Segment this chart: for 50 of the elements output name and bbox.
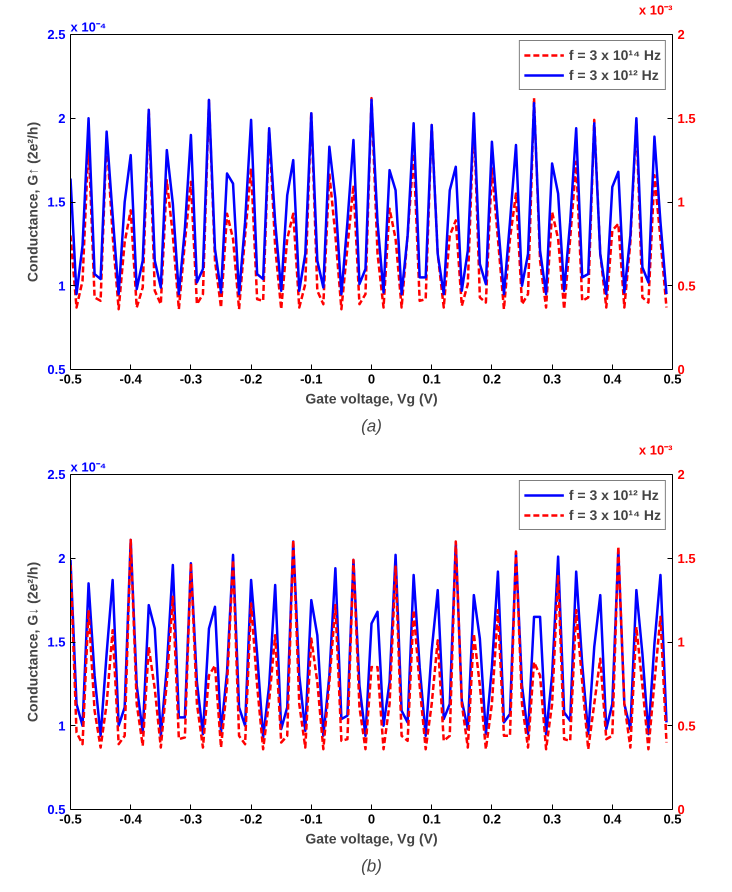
x-tick-label: 0.4: [603, 812, 622, 826]
text: x 10⁻³: [638, 442, 674, 458]
y2-tick-label: 0: [678, 802, 685, 817]
x-tick-label: -0.1: [300, 812, 323, 826]
y-tick-label: 2.5: [47, 27, 66, 42]
x-tick-label: -0.4: [120, 372, 143, 386]
x-tick-label: 0: [368, 812, 376, 826]
legend-label: f = 3 x 10¹⁴ Hz: [568, 507, 661, 523]
x-axis-title: Gate voltage, Vg (V): [305, 390, 438, 406]
y-tick-label: 1: [58, 718, 66, 734]
y-axis-title: Conductance, G↑ (2e²/h): [24, 122, 40, 282]
x-tick-label: 0: [368, 372, 376, 386]
y2-tick-label: 0.5: [678, 718, 696, 734]
text: x 10⁻⁴: [70, 20, 106, 34]
x-tick-label: -0.2: [240, 372, 262, 386]
y-tick-label: 1: [58, 278, 66, 294]
x-tick-label: -0.2: [240, 812, 262, 826]
x-tick-label: 0.3: [543, 812, 562, 826]
text: x 10⁻³: [638, 2, 674, 18]
legend-label: f = 3 x 10¹⁴ Hz: [568, 47, 661, 63]
legend-label: f = 3 x 10¹² Hz: [568, 67, 659, 83]
x-axis-title: Gate voltage, Vg (V): [305, 830, 438, 846]
y2-tick-label: 1: [678, 634, 685, 650]
y2-tick-label: 2: [678, 27, 685, 42]
x-tick-label: 0.3: [543, 372, 562, 386]
y2-tick-label: 1.5: [678, 110, 696, 126]
y2-tick-label: 2: [678, 467, 685, 482]
y-tick-label: 2: [58, 110, 66, 126]
legend-label: f = 3 x 10¹² Hz: [568, 487, 659, 503]
x-tick-label: 0.1: [422, 812, 441, 826]
text: (b): [361, 856, 382, 876]
x-tick-label: 0.4: [603, 372, 622, 386]
y-tick-label: 1.5: [47, 194, 66, 210]
text: x 10⁻⁴: [70, 460, 106, 474]
x-tick-label: 0.2: [482, 812, 501, 826]
y-tick-label: 2.5: [47, 467, 66, 482]
x-tick-label: 0.1: [422, 372, 441, 386]
y-tick-label: 2: [58, 550, 66, 566]
x-tick-label: -0.3: [180, 372, 202, 386]
y2-tick-label: 1: [678, 194, 685, 210]
x-tick-label: -0.1: [300, 372, 323, 386]
y2-tick-label: 0.5: [678, 278, 696, 294]
x-tick-label: 0.2: [482, 372, 501, 386]
y-tick-label: 1.5: [47, 634, 66, 650]
x-tick-label: -0.4: [120, 812, 143, 826]
x-tick-label: -0.3: [180, 812, 202, 826]
text: (a): [361, 416, 382, 436]
y2-tick-label: 0: [678, 362, 685, 377]
y2-tick-label: 1.5: [678, 550, 696, 566]
y-axis-title: Conductance, G↓ (2e²/h): [24, 562, 40, 722]
